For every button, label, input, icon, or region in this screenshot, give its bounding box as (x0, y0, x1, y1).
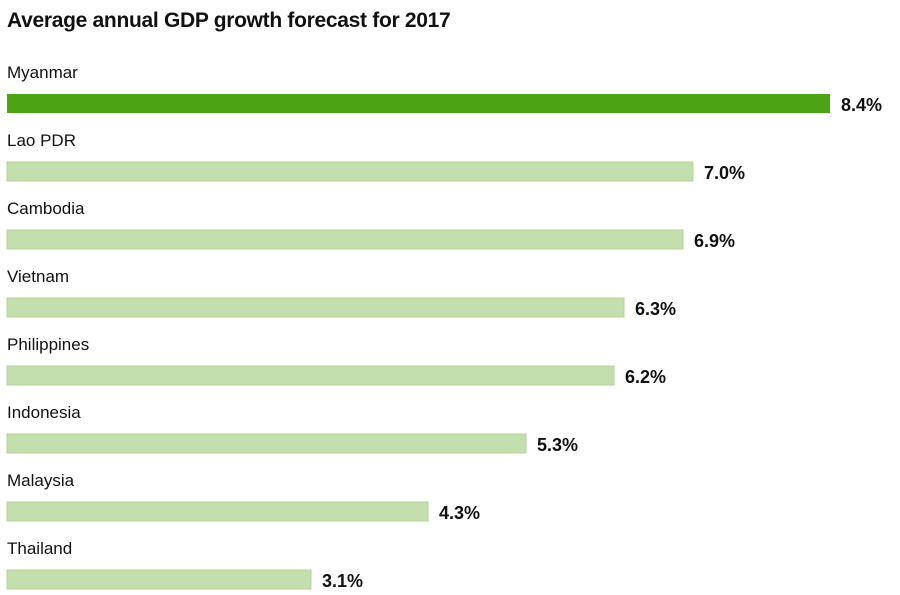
value-label-myanmar: 8.4% (841, 95, 882, 115)
value-label-cambodia: 6.9% (694, 231, 735, 251)
bar-row-lao-pdr: Lao PDR 7.0% (6, 131, 745, 183)
value-label-thailand: 3.1% (322, 571, 363, 591)
bar-row-indonesia: Indonesia 5.3% (6, 403, 578, 455)
bar-row-vietnam: Vietnam 6.3% (6, 267, 676, 319)
value-label-lao-pdr: 7.0% (704, 163, 745, 183)
bars-layer: Myanmar 8.4% Lao PDR 7.0% Cambodia 6.9% Vietna… (6, 63, 882, 591)
bar-cambodia (6, 229, 684, 250)
bar-malaysia (6, 501, 429, 522)
category-label-indonesia: Indonesia (7, 403, 81, 422)
category-label-cambodia: Cambodia (7, 199, 85, 218)
category-label-philippines: Philippines (7, 335, 89, 354)
bar-vietnam (6, 297, 625, 318)
category-label-thailand: Thailand (7, 539, 72, 558)
bar-thailand (6, 569, 312, 590)
bar-row-malaysia: Malaysia 4.3% (6, 471, 480, 523)
bar-indonesia (6, 433, 527, 454)
chart-title: Average annual GDP growth forecast for 2… (7, 9, 450, 32)
value-label-malaysia: 4.3% (439, 503, 480, 523)
category-label-lao-pdr: Lao PDR (7, 131, 76, 150)
value-label-philippines: 6.2% (625, 367, 666, 387)
category-label-malaysia: Malaysia (7, 471, 75, 490)
bar-row-cambodia: Cambodia 6.9% (6, 199, 735, 251)
category-label-vietnam: Vietnam (7, 267, 69, 286)
value-label-indonesia: 5.3% (537, 435, 578, 455)
bar-myanmar (7, 94, 830, 113)
bar-row-thailand: Thailand 3.1% (6, 539, 363, 591)
bar-philippines (6, 365, 615, 386)
bar-row-philippines: Philippines 6.2% (6, 335, 666, 387)
value-label-vietnam: 6.3% (635, 299, 676, 319)
bar-row-myanmar: Myanmar 8.4% (7, 63, 882, 115)
bar-lao-pdr (6, 161, 694, 182)
category-label-myanmar: Myanmar (7, 63, 78, 82)
